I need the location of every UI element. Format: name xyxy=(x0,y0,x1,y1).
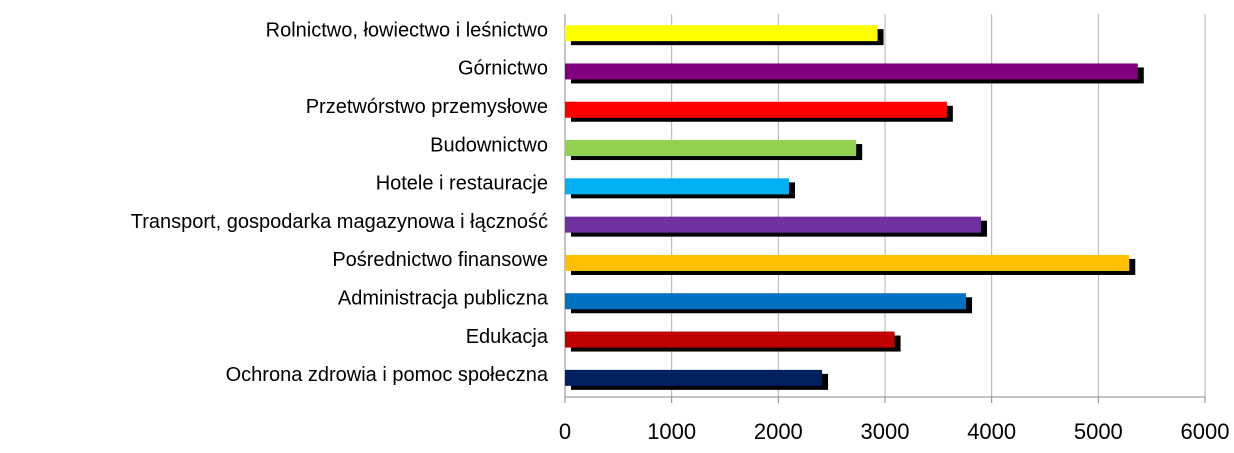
x-tick-label: 1000 xyxy=(647,419,696,444)
bar xyxy=(565,293,967,310)
bar xyxy=(565,254,1130,271)
y-tick-label: Pośrednictwo finansowe xyxy=(332,249,548,271)
x-tick-label: 2000 xyxy=(754,419,803,444)
y-tick-label: Przetwórstwo przemysłowe xyxy=(306,96,548,118)
y-tick-label: Rolnictwo, łowiectwo i leśnictwo xyxy=(266,19,548,41)
bar xyxy=(565,216,981,233)
y-tick-label: Transport, gospodarka magazynowa i łączn… xyxy=(131,211,548,233)
x-tick-label: 6000 xyxy=(1181,419,1230,444)
bar xyxy=(565,140,857,157)
y-tick-label: Górnictwo xyxy=(458,58,548,80)
y-tick-label: Administracja publiczna xyxy=(338,288,549,310)
x-tick-label: 4000 xyxy=(967,419,1016,444)
y-tick-label: Ochrona zdrowia i pomoc społeczna xyxy=(226,364,549,386)
bar xyxy=(565,63,1138,80)
y-tick-label: Hotele i restauracje xyxy=(376,173,548,195)
bar xyxy=(565,25,878,42)
bar xyxy=(565,369,823,386)
x-tick-label: 5000 xyxy=(1074,419,1123,444)
x-tick-label: 3000 xyxy=(861,419,910,444)
y-tick-label: Edukacja xyxy=(466,326,549,348)
y-tick-label: Budownictwo xyxy=(430,134,548,156)
x-tick-label: 0 xyxy=(559,419,571,444)
bar xyxy=(565,331,895,348)
bar xyxy=(565,178,789,195)
bar xyxy=(565,101,947,118)
